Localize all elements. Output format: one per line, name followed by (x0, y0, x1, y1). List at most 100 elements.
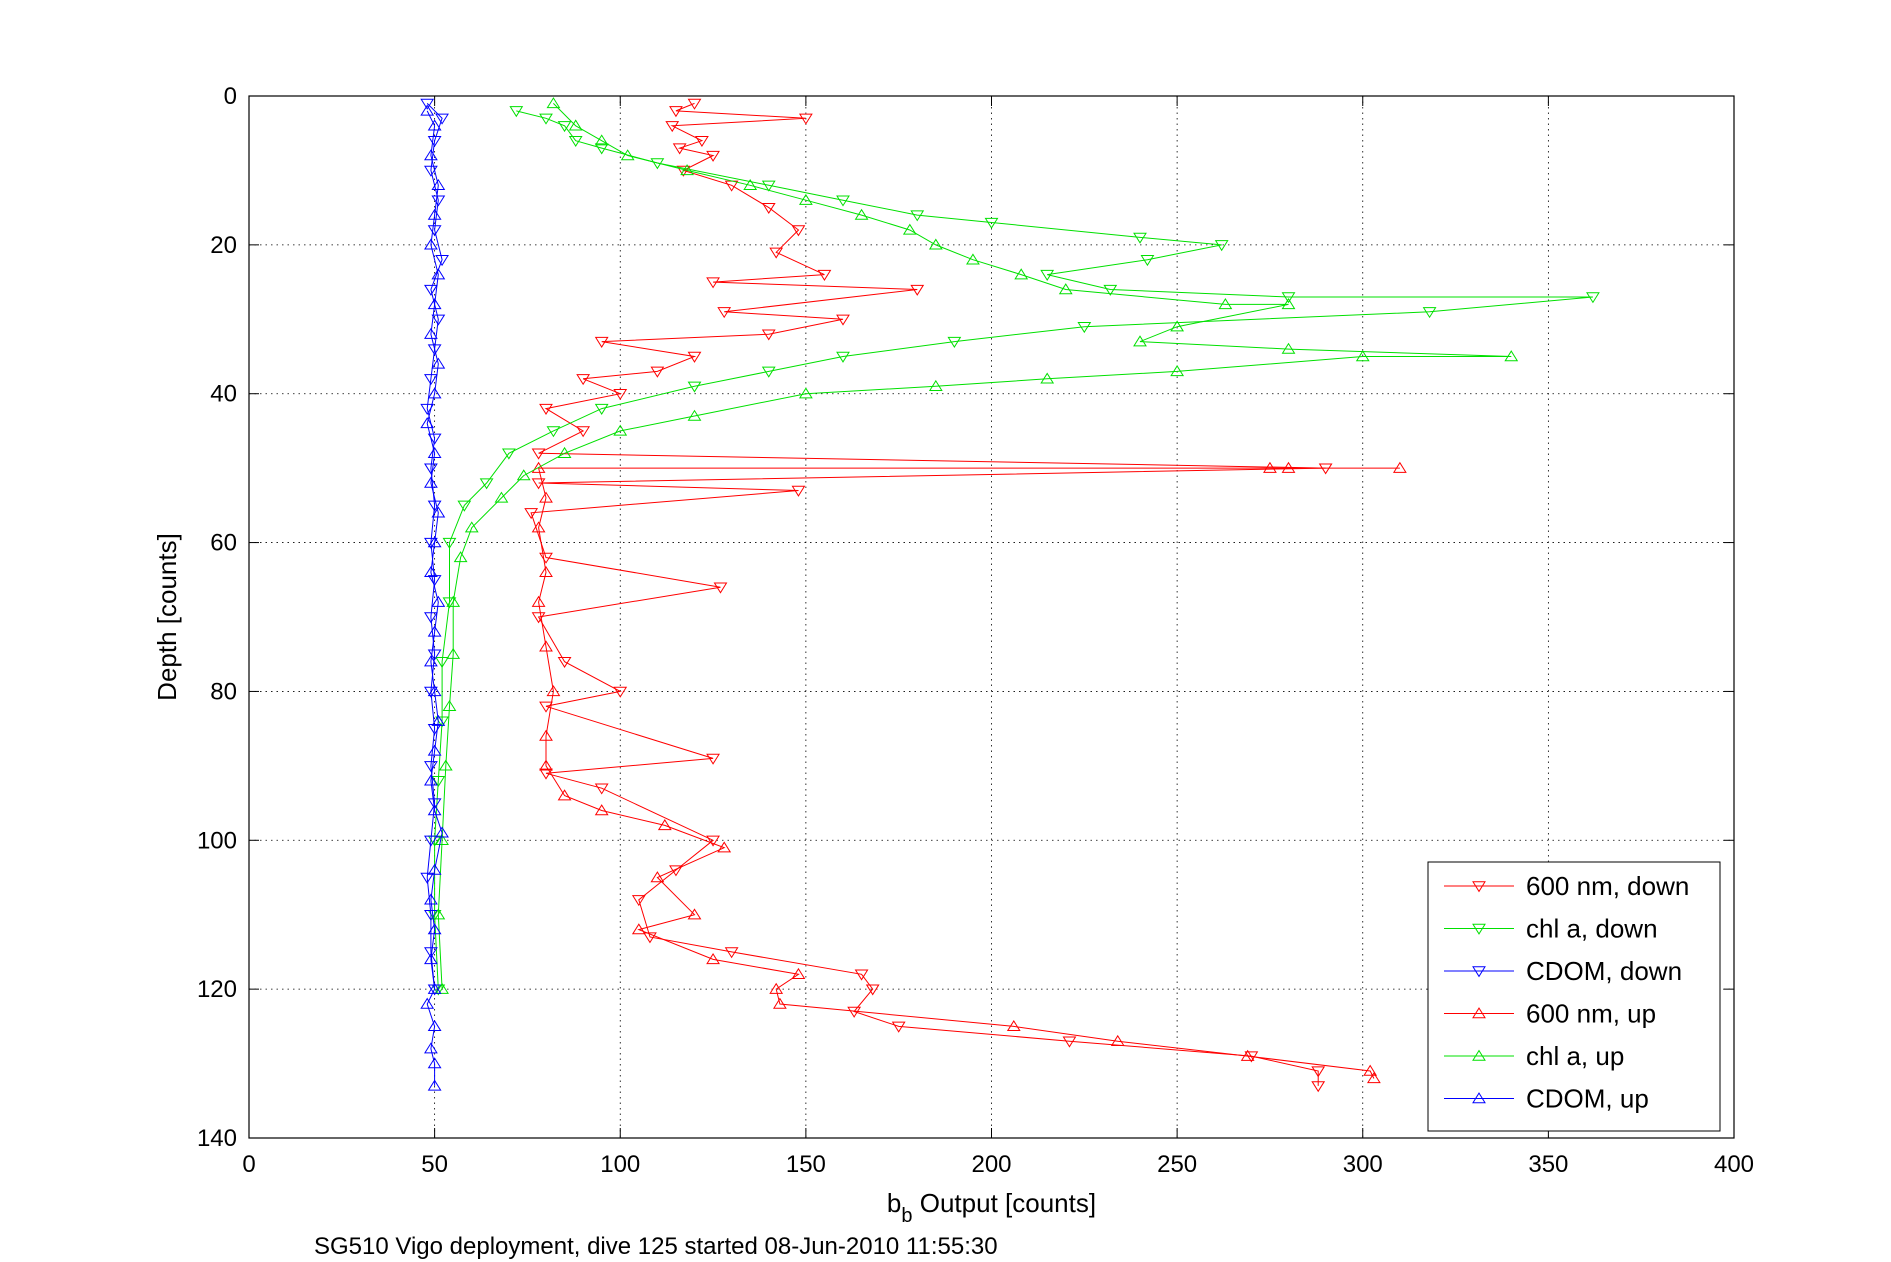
data-point (424, 476, 438, 488)
data-point (1140, 255, 1155, 267)
data-point (1586, 292, 1600, 304)
x-tick-label: 350 (1528, 1151, 1568, 1178)
data-point (854, 208, 869, 220)
y-axis-label: Depth [counts] (152, 533, 182, 701)
data-point (431, 357, 446, 369)
x-tick-label: 200 (971, 1151, 1011, 1178)
legend-marker (1472, 923, 1486, 935)
data-point (427, 804, 442, 816)
legend-label: CDOM, up (1526, 1084, 1649, 1114)
data-point (453, 551, 468, 563)
data-point (546, 97, 561, 109)
data-point (1281, 292, 1296, 304)
data-point (687, 409, 702, 421)
data-point (1077, 322, 1092, 334)
y-tick-label: 60 (210, 530, 237, 557)
data-point (435, 982, 449, 994)
data-point (1392, 461, 1407, 473)
data-point (427, 446, 442, 458)
data-point (431, 268, 446, 280)
legend-marker (1472, 1049, 1486, 1061)
data-point (427, 387, 442, 399)
data-point (524, 508, 539, 520)
data-point (847, 1006, 862, 1018)
legend-marker (1472, 881, 1486, 893)
data-point (631, 923, 646, 935)
data-point (539, 113, 553, 125)
data-point (424, 238, 438, 250)
data-point (769, 247, 784, 259)
data-point (539, 759, 553, 771)
data-point (424, 149, 438, 161)
data-point (669, 106, 683, 118)
data-point (769, 982, 784, 994)
data-point (427, 1020, 442, 1032)
x-tick-label: 150 (786, 1151, 826, 1178)
data-point (928, 379, 943, 391)
legend-label: chl a, down (1526, 914, 1658, 944)
series-line (426, 110, 443, 1086)
data-point (613, 424, 628, 436)
data-point (427, 984, 442, 996)
data-point (1281, 461, 1296, 473)
data-point (761, 366, 776, 378)
data-point (427, 208, 442, 220)
data-point (427, 344, 442, 356)
data-point (446, 647, 461, 659)
data-point (676, 165, 691, 177)
data-point (546, 685, 561, 697)
data-point (424, 953, 438, 965)
data-point (761, 202, 776, 214)
series-0 (524, 98, 1333, 1093)
data-point (509, 106, 524, 118)
data-point (501, 448, 516, 460)
data-point (539, 491, 553, 503)
data-point (539, 729, 553, 741)
data-point (1363, 1064, 1378, 1076)
data-point (427, 1079, 442, 1091)
data-point (576, 374, 591, 386)
data-point (836, 314, 850, 326)
x-tick-label: 250 (1157, 1151, 1197, 1178)
data-point (420, 403, 435, 415)
data-point (947, 336, 962, 348)
data-point (420, 104, 435, 116)
data-point (798, 193, 813, 205)
legend-label: chl a, up (1526, 1041, 1624, 1071)
data-point (717, 307, 732, 319)
series-4 (431, 97, 1519, 994)
data-point (613, 389, 628, 401)
y-tick-label: 80 (210, 678, 237, 705)
data-point (424, 947, 438, 959)
data-point (557, 121, 572, 133)
data-point (695, 135, 709, 148)
y-tick-label: 0 (224, 83, 237, 110)
data-point (427, 798, 442, 810)
data-point (424, 374, 438, 386)
data-point (539, 403, 553, 415)
data-point (424, 774, 438, 786)
plot-series (420, 97, 1600, 1093)
data-point (1355, 350, 1370, 362)
data-point (1311, 1066, 1326, 1078)
data-point (442, 597, 457, 609)
data-point (424, 1042, 438, 1054)
data-point (1014, 268, 1029, 280)
data-point (420, 872, 435, 884)
data-point (539, 552, 553, 564)
y-tick-label: 100 (197, 827, 237, 854)
data-point (568, 119, 583, 131)
data-point (1040, 372, 1055, 384)
data-point (431, 195, 446, 207)
legend: 600 nm, down chl a, down CDOM, down 600 nm,… (1427, 861, 1721, 1132)
data-point (1103, 284, 1118, 296)
data-point (427, 923, 442, 935)
data-point (1110, 1034, 1125, 1046)
y-tick-label: 120 (197, 976, 237, 1003)
data-point (1006, 1020, 1021, 1032)
x-axis-label: bb Output [counts] (887, 1188, 1096, 1227)
data-point (620, 149, 635, 161)
data-point (446, 595, 461, 607)
data-point (1263, 461, 1277, 473)
data-point (546, 426, 561, 438)
